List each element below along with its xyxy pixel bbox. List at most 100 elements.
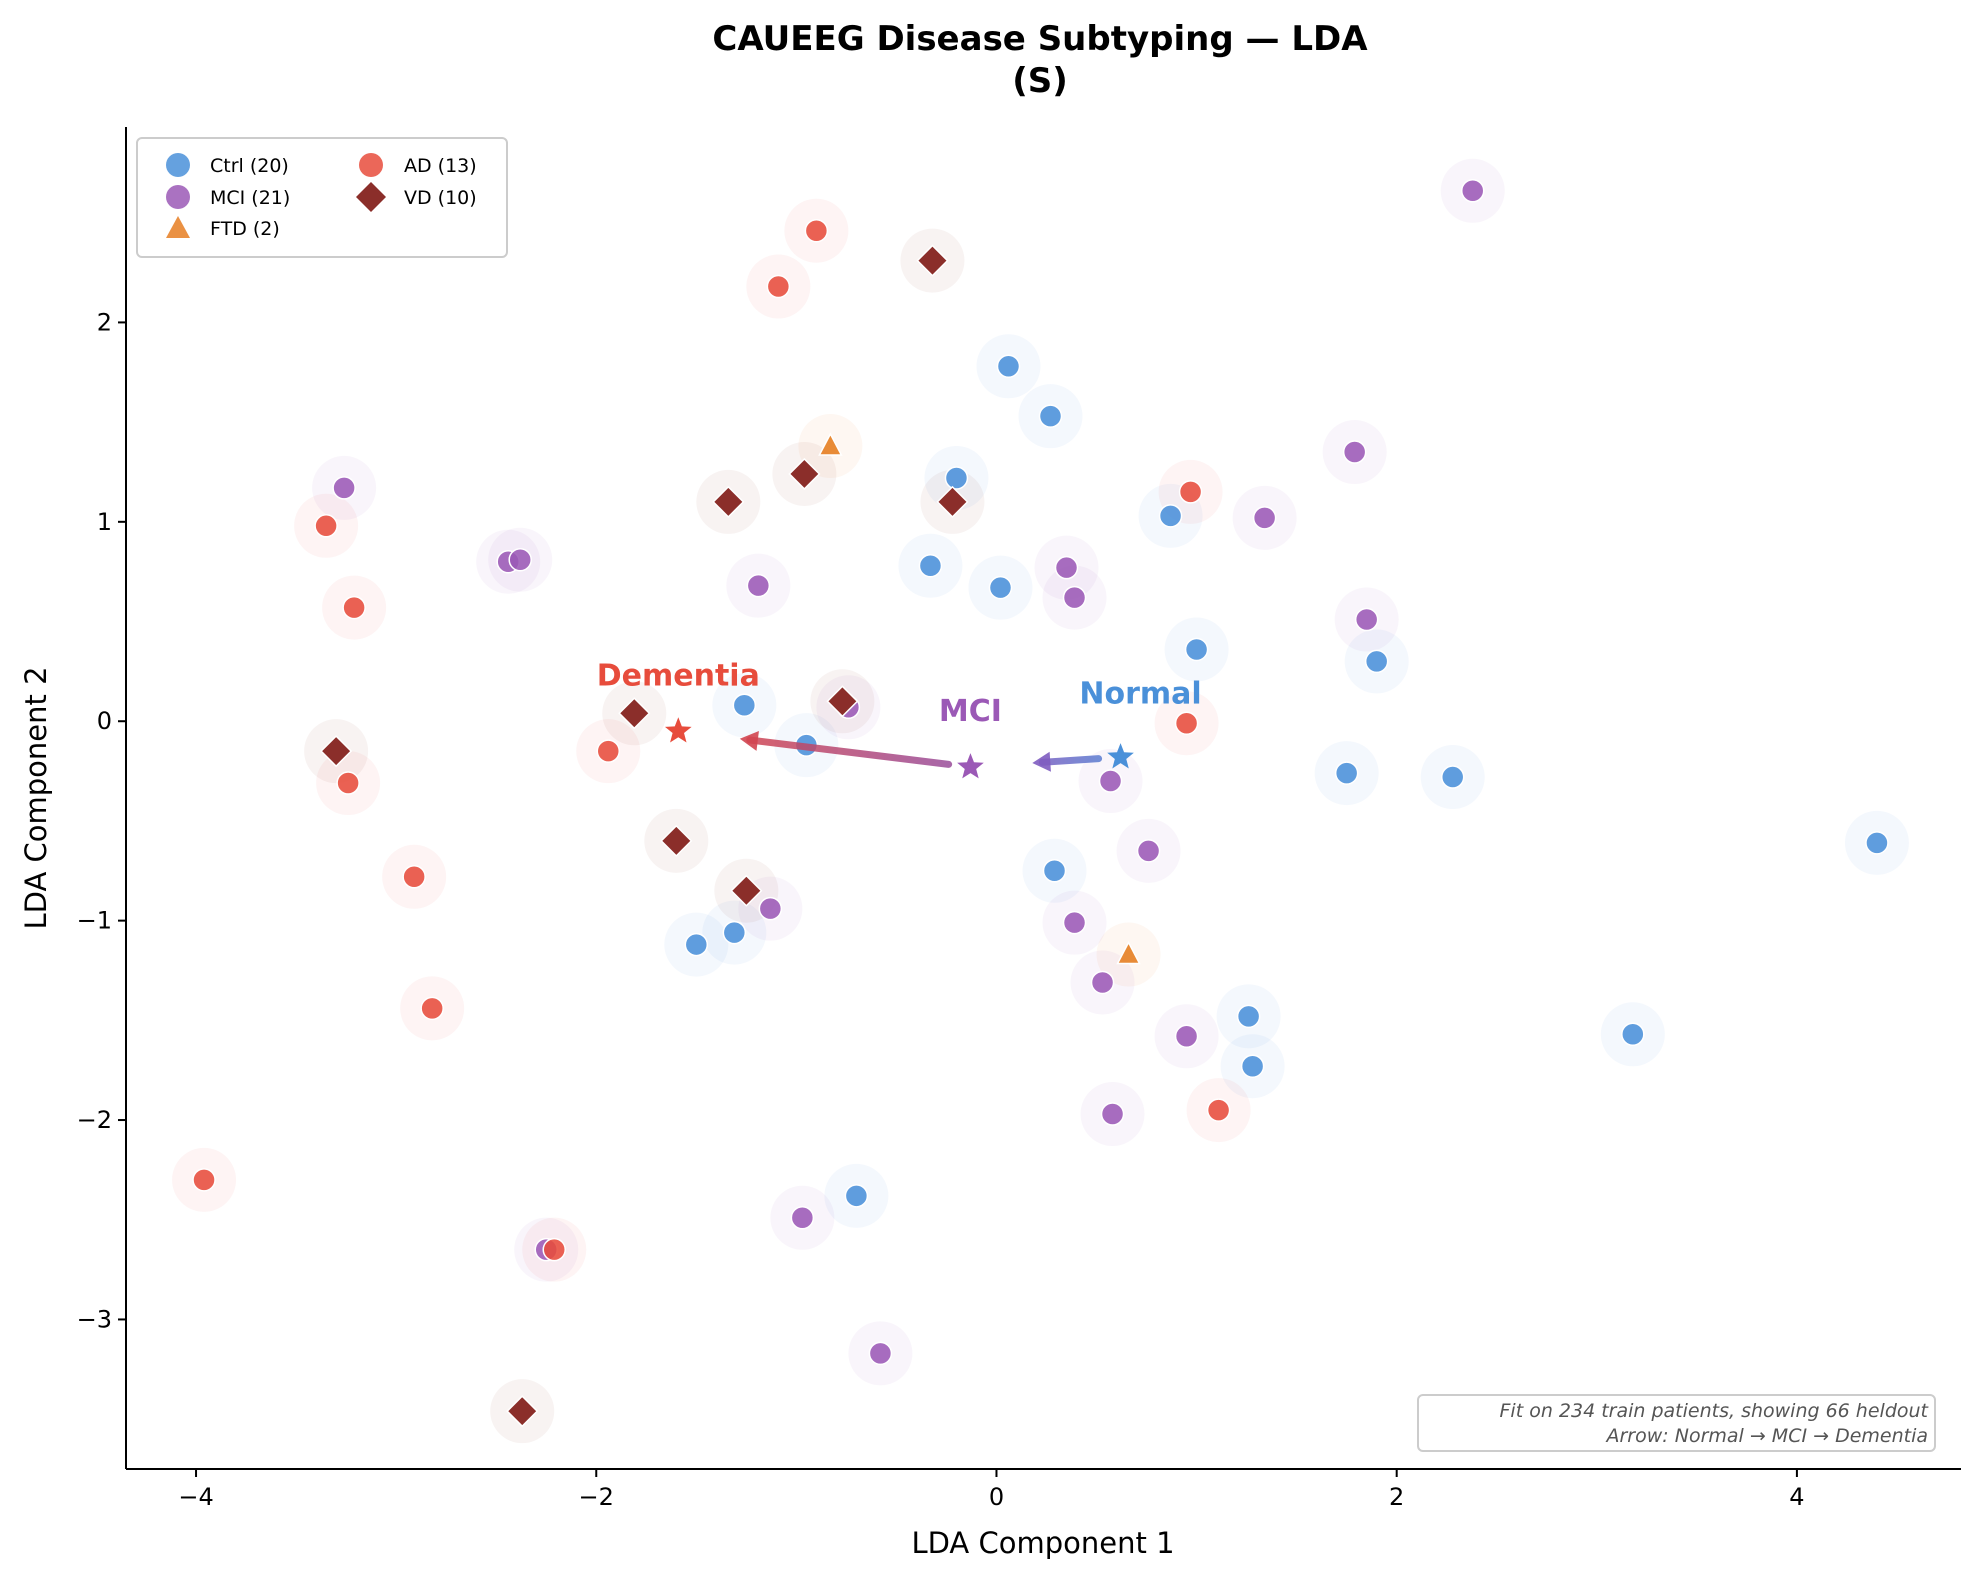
x-axis-label: LDA Component 1 bbox=[911, 1526, 1174, 1560]
vd-point bbox=[826, 685, 859, 718]
ad-point bbox=[766, 274, 791, 299]
ctrl-point bbox=[1184, 637, 1209, 662]
ctrl-point bbox=[1240, 1054, 1265, 1078]
mci-point bbox=[758, 896, 783, 921]
ad-point bbox=[1174, 711, 1199, 735]
trajectory-arrow-head bbox=[739, 731, 759, 751]
ctrl-point bbox=[1621, 1022, 1645, 1047]
mci-point bbox=[508, 547, 532, 572]
y-tick-label: −1 bbox=[77, 907, 112, 935]
vd-point bbox=[712, 485, 745, 518]
centroid-label-mci: MCI bbox=[939, 694, 1002, 729]
y-tick-label: 0 bbox=[97, 707, 112, 735]
ctrl-point bbox=[1038, 404, 1063, 428]
y-tick-label: −2 bbox=[77, 1106, 112, 1134]
axes bbox=[125, 127, 1961, 1470]
chart-subtitle: (S) bbox=[1012, 61, 1068, 101]
legend-marker-ftd bbox=[166, 216, 190, 238]
mci-point bbox=[1342, 440, 1367, 464]
annotation-box bbox=[1417, 1394, 1936, 1452]
legend-marker-ad bbox=[359, 153, 383, 177]
mci-point bbox=[1174, 1024, 1199, 1049]
legend-marker-vd bbox=[356, 182, 386, 212]
centroid-label-dementia: Dementia bbox=[597, 658, 760, 693]
legend-entry-ftd: FTD (2) bbox=[166, 216, 280, 240]
mci-point bbox=[1062, 910, 1087, 935]
mci-point bbox=[332, 476, 356, 500]
ad-point bbox=[342, 595, 366, 620]
ad-point bbox=[596, 739, 621, 763]
centroid-star-normal bbox=[1107, 743, 1134, 769]
x-tick-label: 4 bbox=[1789, 1483, 1804, 1511]
legend-box bbox=[136, 137, 508, 258]
ctrl-point bbox=[1440, 765, 1465, 789]
centroid-star-mci bbox=[957, 753, 984, 779]
ctrl-point bbox=[722, 920, 747, 945]
chart-title: CAUEEG Disease Subtyping — LDA bbox=[712, 19, 1368, 59]
y-tick-label: 1 bbox=[97, 508, 112, 536]
ad-point bbox=[1206, 1098, 1231, 1122]
ctrl-point bbox=[1865, 831, 1889, 855]
legend-entry-mci: MCI (21) bbox=[166, 185, 290, 209]
ctrl-point bbox=[918, 553, 943, 578]
legend-label-ad: AD (13) bbox=[404, 155, 477, 177]
ctrl-point bbox=[988, 575, 1013, 600]
annotation-line-2: Arrow: Normal → MCI → Dementia bbox=[1605, 1425, 1929, 1447]
legend-entry-ctrl: Ctrl (20) bbox=[166, 153, 289, 177]
centroid-markers: Normal MCI Dementia bbox=[597, 658, 1202, 779]
mci-point bbox=[1354, 607, 1379, 632]
mci-point bbox=[1098, 769, 1123, 793]
mci-point bbox=[1460, 179, 1485, 203]
vd-point bbox=[320, 735, 353, 768]
ad-point bbox=[804, 218, 829, 243]
ad-point bbox=[420, 996, 444, 1021]
legend-entry-ad: AD (13) bbox=[359, 153, 477, 177]
ctrl-point bbox=[1364, 649, 1389, 674]
vd-point bbox=[916, 244, 949, 277]
vd-point bbox=[506, 1395, 539, 1428]
ctrl-point bbox=[844, 1184, 869, 1208]
legend-label-mci: MCI (21) bbox=[210, 187, 290, 209]
ad-point bbox=[1178, 480, 1203, 504]
vd-point bbox=[936, 485, 969, 518]
legend-label-vd: VD (10) bbox=[404, 187, 477, 209]
legend: Ctrl (20) MCI (21) FTD (2) AD (13) VD (1… bbox=[136, 137, 508, 258]
x-tick-label: 0 bbox=[989, 1483, 1004, 1511]
x-tick-label: −4 bbox=[178, 1483, 213, 1511]
annotation-line-1: Fit on 234 train patients, showing 66 he… bbox=[1500, 1400, 1930, 1422]
mci-point bbox=[868, 1341, 893, 1366]
x-tick-label: −2 bbox=[579, 1483, 614, 1511]
vd-point bbox=[660, 824, 693, 857]
ctrl-point bbox=[1042, 859, 1067, 883]
trajectory-arrow-shaft bbox=[746, 736, 953, 768]
y-tick-label: −3 bbox=[77, 1305, 112, 1333]
vd-point bbox=[618, 697, 651, 730]
ctrl-point bbox=[1158, 504, 1183, 528]
legend-label-ctrl: Ctrl (20) bbox=[210, 155, 289, 177]
centroid-star-dementia bbox=[664, 717, 692, 743]
ad-point bbox=[402, 865, 426, 889]
ftd-point bbox=[818, 432, 843, 456]
vd-point bbox=[788, 457, 821, 491]
trajectory-arrow-head bbox=[1032, 751, 1051, 772]
ctrl-point bbox=[1236, 1004, 1261, 1029]
ftd-point bbox=[1116, 940, 1141, 965]
mci-point bbox=[1054, 555, 1079, 580]
trajectory-arrows bbox=[739, 731, 1103, 772]
ctrl-point bbox=[944, 466, 969, 490]
trajectory-arrow-shaft bbox=[1038, 755, 1103, 766]
mci-point bbox=[1100, 1102, 1125, 1126]
ad-point bbox=[314, 514, 338, 538]
legend-marker-ctrl bbox=[166, 153, 190, 177]
mci-point bbox=[790, 1205, 815, 1230]
point-halos bbox=[172, 158, 1909, 1444]
x-ticks: −4 −2 0 2 4 bbox=[178, 1469, 1805, 1511]
data-points bbox=[192, 179, 1889, 1428]
ad-point bbox=[336, 771, 360, 795]
ctrl-point bbox=[684, 932, 709, 957]
mci-point bbox=[746, 573, 771, 598]
mci-point bbox=[1252, 506, 1277, 530]
ad-point bbox=[542, 1237, 566, 1262]
